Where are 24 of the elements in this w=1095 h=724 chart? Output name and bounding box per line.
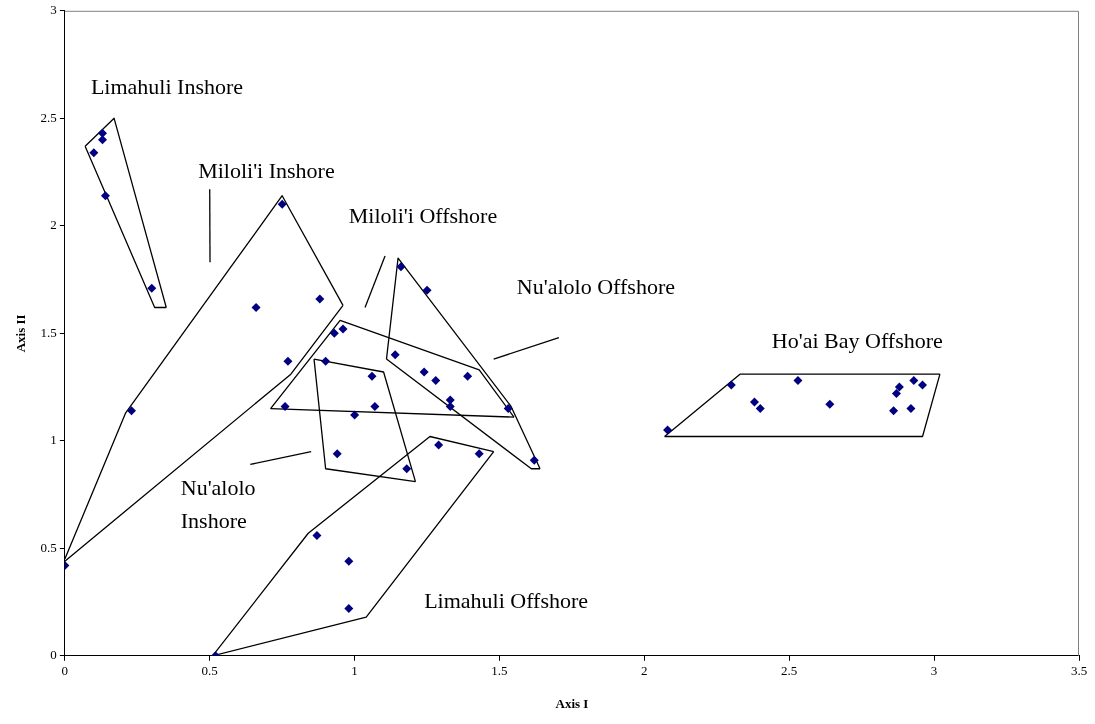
y-tick-label: 3 xyxy=(50,2,57,18)
annotation: Nu'alolo Inshore xyxy=(180,474,256,533)
y-axis-title: Axis II xyxy=(13,314,29,353)
x-tick-label: 2 xyxy=(641,663,648,679)
x-tick-label: 0.5 xyxy=(201,663,218,679)
annotation: Limahuli Offshore xyxy=(424,587,589,613)
annotation: Nu'alolo Offshore xyxy=(516,273,676,299)
y-tick-label: 0 xyxy=(50,647,57,663)
y-tick-label: 1 xyxy=(50,432,57,448)
x-tick-label: 3.5 xyxy=(1070,663,1088,679)
y-tick-label: 1.5 xyxy=(40,324,57,340)
x-axis-title: Axis I xyxy=(555,695,589,711)
y-tick-label: 2.5 xyxy=(40,109,57,125)
annotation: Miloli'i Inshore xyxy=(198,157,335,183)
x-tick-label: 2.5 xyxy=(781,663,798,679)
annotation: Miloli'i Offshore xyxy=(348,202,498,228)
y-tick-label: 2 xyxy=(50,217,57,233)
annotation: Limahuli Inshore xyxy=(90,73,244,99)
x-tick-label: 3 xyxy=(930,663,938,679)
x-tick-label: 1 xyxy=(351,663,358,679)
y-tick-label: 0.5 xyxy=(40,539,57,555)
x-tick-label: 0 xyxy=(61,663,69,679)
x-tick-label: 1.5 xyxy=(491,663,508,679)
annotation: Ho'ai Bay Offshore xyxy=(771,327,943,353)
